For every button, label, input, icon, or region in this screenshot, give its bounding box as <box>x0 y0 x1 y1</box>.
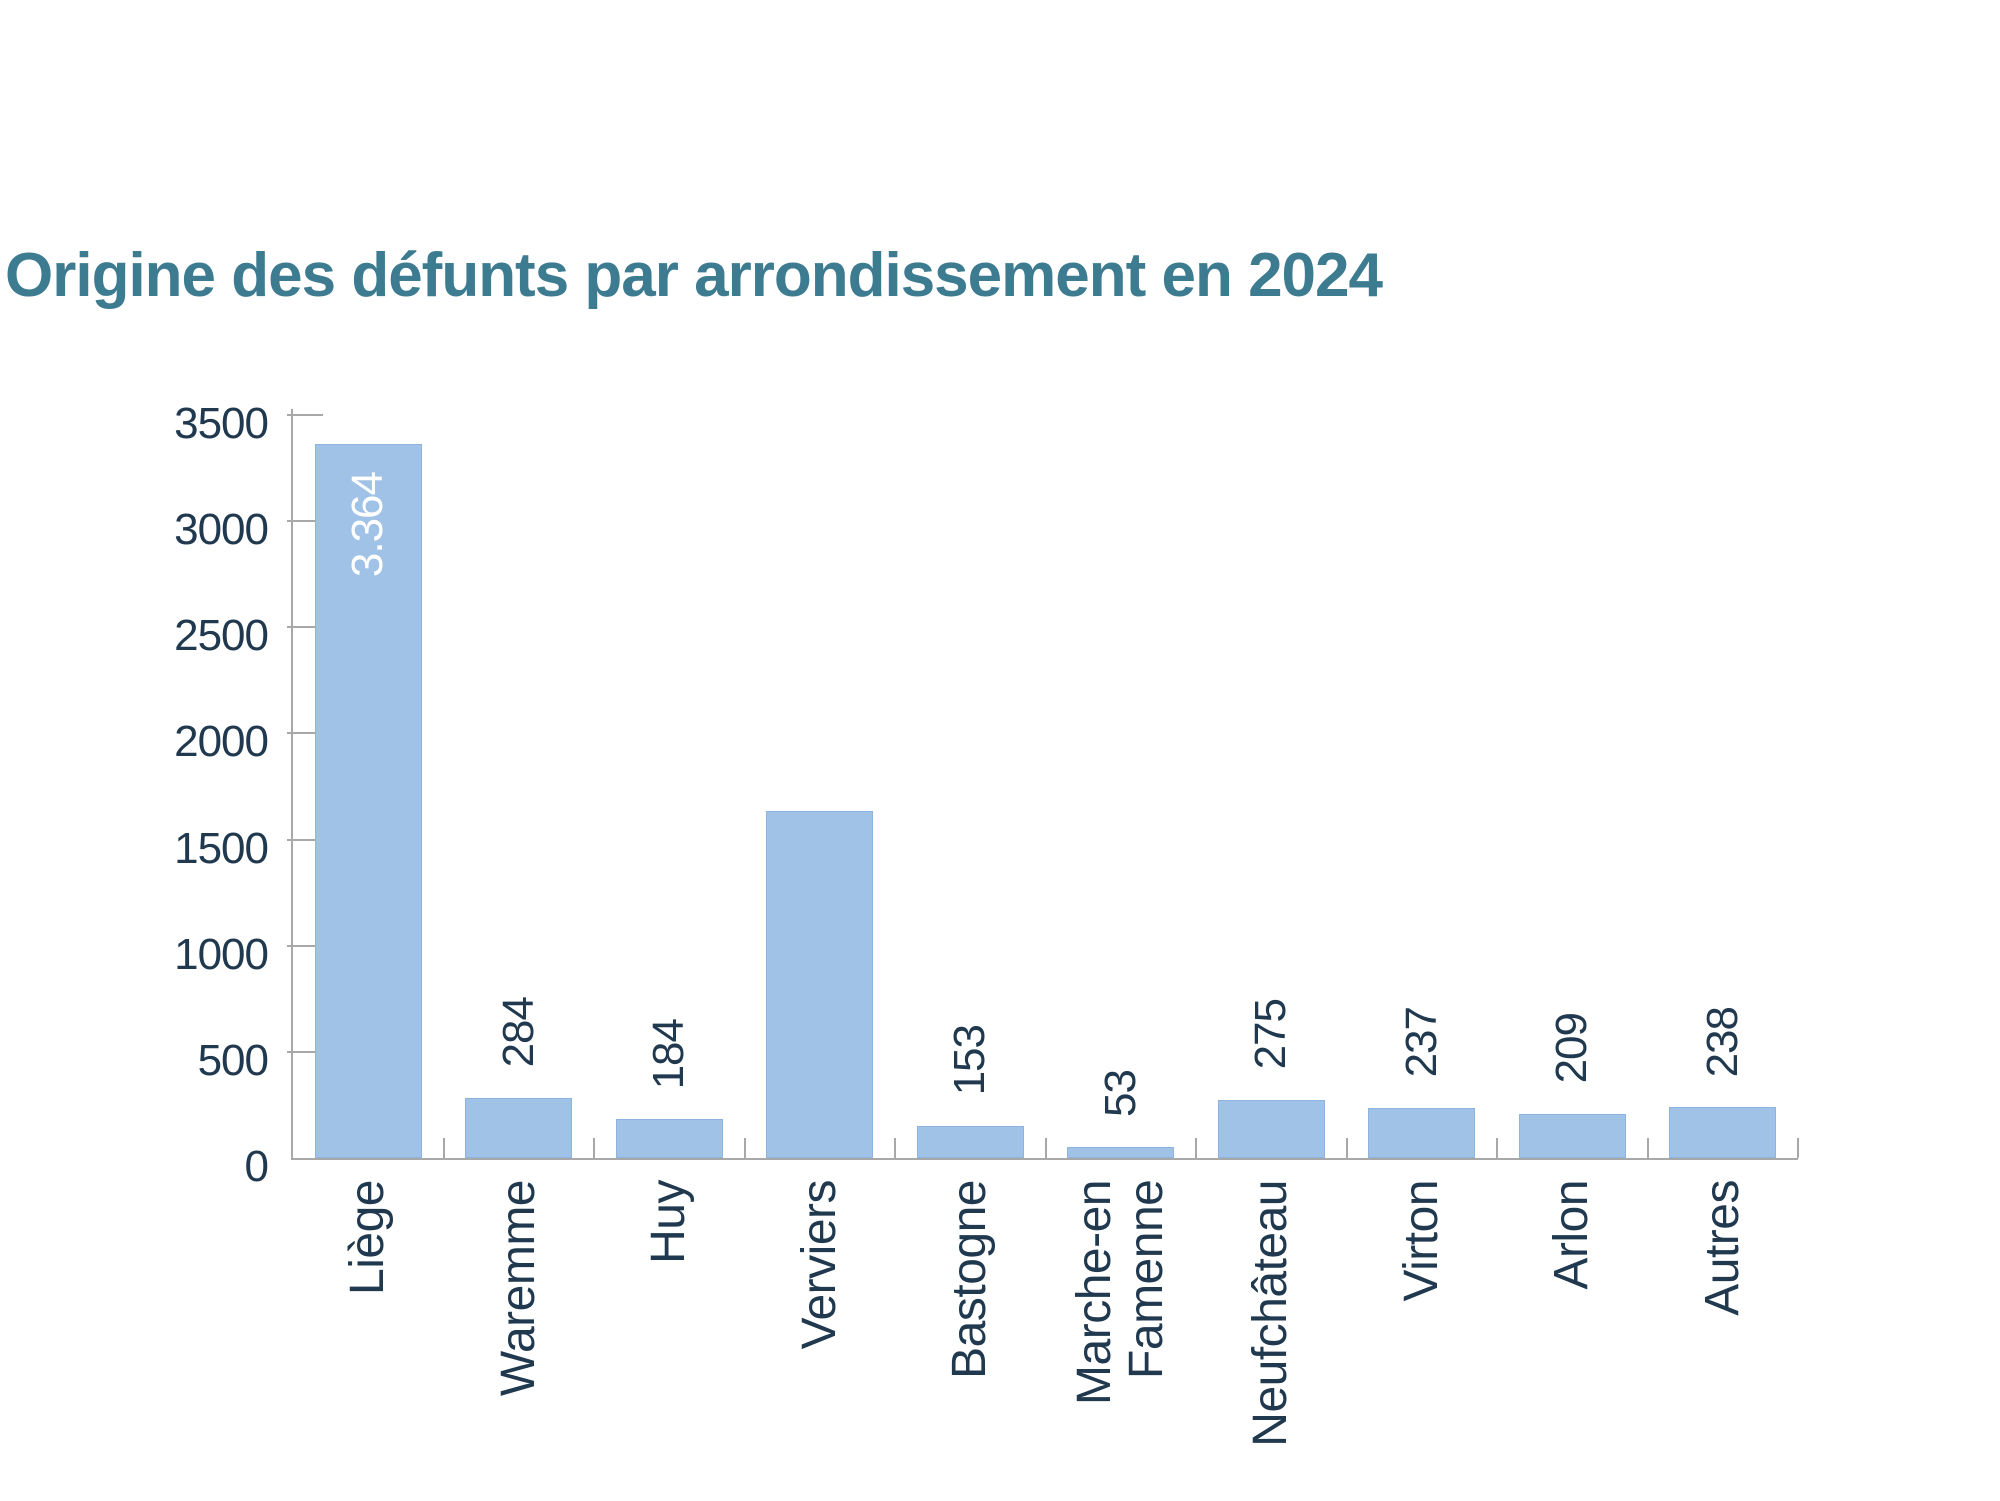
bar-huy <box>615 1118 723 1158</box>
bar-autres <box>1669 1107 1777 1158</box>
bar-marche-en-famenne <box>1067 1146 1175 1158</box>
x-axis-label: Virton <box>1394 1180 1448 1302</box>
y-axis-label: 2500 <box>174 611 269 661</box>
chart-title: Origine des défunts par arrondissement e… <box>5 241 1383 310</box>
y-axis-label: 2000 <box>174 717 269 767</box>
x-tick <box>894 1138 896 1158</box>
x-axis-label: Autres <box>1695 1180 1749 1316</box>
x-tick <box>1044 1138 1047 1158</box>
x-axis-label: Verviers <box>792 1180 846 1350</box>
x-tick <box>442 1138 445 1158</box>
x-axis-line <box>291 1158 1798 1160</box>
y-axis-label: 500 <box>197 1035 269 1085</box>
y-axis-label: 1500 <box>174 823 269 873</box>
y-axis-label: 0 <box>244 1142 269 1191</box>
y-tick <box>287 414 323 416</box>
y-tick <box>287 838 323 841</box>
bar-value-label: 53 <box>1095 1069 1145 1117</box>
bar-verviers <box>766 810 874 1158</box>
bar-value-label: 209 <box>1547 1013 1597 1084</box>
bar-value-label: 153 <box>945 1025 995 1096</box>
y-tick <box>287 520 323 523</box>
bar-value-label: 238 <box>1697 1007 1747 1078</box>
bar-neufchateau <box>1217 1099 1325 1158</box>
x-axis-label: Neufchâteau <box>1244 1180 1298 1447</box>
x-axis-label: Marche-en Famenne <box>1067 1180 1173 1405</box>
x-tick <box>1797 1138 1799 1158</box>
y-axis-label: 3000 <box>174 505 269 555</box>
bar-value-label: 275 <box>1246 999 1296 1070</box>
bar-value-label: 3.364 <box>343 471 393 577</box>
x-tick <box>743 1138 746 1158</box>
y-tick <box>287 1050 323 1053</box>
y-tick <box>287 944 323 947</box>
bar-bastogne <box>916 1125 1024 1158</box>
x-tick <box>1345 1138 1348 1158</box>
x-tick <box>1195 1138 1197 1158</box>
bar-value-label: 284 <box>493 997 543 1068</box>
x-axis-label: Bastogne <box>943 1180 997 1379</box>
bar-liege <box>314 443 422 1158</box>
x-axis-label: Arlon <box>1545 1180 1599 1290</box>
y-tick <box>287 626 323 629</box>
y-axis-label: 3500 <box>174 399 269 448</box>
x-tick <box>593 1138 595 1158</box>
bar-arlon <box>1518 1113 1626 1158</box>
y-axis-line <box>291 409 293 1160</box>
x-axis-label: Liège <box>341 1180 395 1295</box>
x-axis-label: Huy <box>642 1180 696 1264</box>
y-axis-label: 1000 <box>174 929 269 979</box>
y-tick <box>287 732 323 735</box>
bar-value-label: 237 <box>1396 1007 1446 1078</box>
x-tick <box>1496 1138 1498 1158</box>
bar-virton <box>1368 1107 1476 1158</box>
x-tick <box>1646 1138 1649 1158</box>
x-axis-label: Waremme <box>491 1180 545 1397</box>
bar-value-label: 184 <box>644 1018 694 1089</box>
bar-waremme <box>465 1097 573 1158</box>
